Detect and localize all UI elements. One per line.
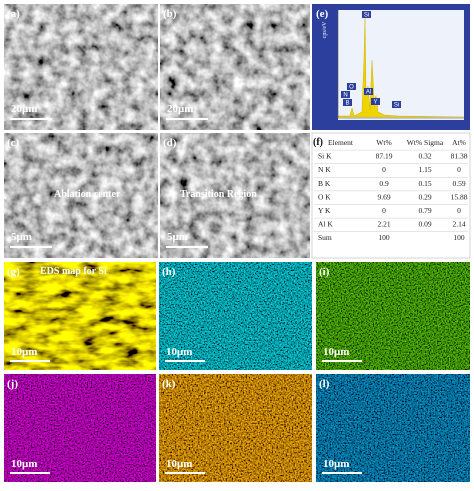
panel-caption: Ablation center <box>54 189 121 200</box>
peak-labels: Si ONB AlY Si <box>341 11 401 109</box>
peak-label-box <box>392 101 401 108</box>
peak-label-box <box>364 88 373 95</box>
peak-label-box <box>347 83 356 90</box>
peak-label: Si <box>394 103 399 109</box>
panel-label: (f) <box>313 137 323 148</box>
table-header: At% <box>452 138 466 147</box>
image-panels: (a) 20μm (b) 20μm (c) 5μm Ablation center (d) 5μ… <box>4 4 470 482</box>
image-panel: (j) 10μm <box>4 374 156 482</box>
scale-bar-label: 5μm <box>11 231 32 243</box>
panel-image <box>160 4 310 130</box>
panel-label: (k) <box>162 378 176 390</box>
panel-image <box>159 374 312 482</box>
table-cell: Al K <box>318 220 333 229</box>
table-cell: 1.15 <box>418 165 431 174</box>
image-panel: (g) 10μm EDS map for Si <box>4 262 156 370</box>
image-panel: (b) 20μm <box>160 4 310 130</box>
image-panel: (i) 10μm <box>316 262 470 370</box>
table-header: Wt% <box>376 138 391 147</box>
panel-image <box>316 262 470 370</box>
panel-caption: Transition Region <box>180 189 257 200</box>
peak-label: Y <box>373 100 377 106</box>
table-cell: 100 <box>378 233 390 242</box>
table-cell: 0.09 <box>418 220 431 229</box>
panel-image <box>316 374 470 482</box>
scale-bar-label: 5μm <box>167 231 188 243</box>
image-panel: (c) 5μm Ablation center <box>4 133 158 258</box>
peak-label: O <box>349 85 354 91</box>
peak-label-box <box>341 91 350 98</box>
panel-label: (g) <box>7 266 20 278</box>
peak-label-box <box>343 99 352 106</box>
scale-bar-label: 10μm <box>323 346 349 358</box>
composition-table: (f) Element Wt% Wt% Sigma At% Si K 87.19 0.32 8… <box>311 132 471 259</box>
panel-label: (d) <box>163 137 177 149</box>
panel-image <box>4 133 158 258</box>
scale-bar-label: 10μm <box>11 346 37 358</box>
table-cell: 0 <box>382 165 386 174</box>
spectrum-y-axis-label: cps/eV <box>322 21 328 38</box>
table-cell: 87.19 <box>376 152 393 161</box>
image-panel: (h) 10μm <box>159 262 312 370</box>
table-cell: Si K <box>318 152 332 161</box>
peak-label: Si <box>364 13 369 19</box>
image-panel: (l) 10μm <box>316 374 470 482</box>
table-cell: 9.69 <box>377 192 390 201</box>
table-cell: 0 <box>457 165 461 174</box>
panel-label: (l) <box>319 378 330 390</box>
panel-image <box>159 262 312 370</box>
panel-image <box>4 262 156 370</box>
table-header: Wt% Sigma <box>407 138 444 147</box>
scale-bar-label: 10μm <box>323 458 349 470</box>
panel-label: (b) <box>163 8 177 20</box>
scale-bar-label: 10μm <box>11 458 37 470</box>
peak-label: B <box>345 101 349 107</box>
table-cell: 0 <box>457 206 461 215</box>
spectrum-panel: cps/eV (e) Si ONB AlY Si <box>312 4 470 130</box>
panel-label: (j) <box>7 378 18 390</box>
panel-image <box>160 133 310 258</box>
image-panel: (k) 10μm <box>159 374 312 482</box>
table-cell: 15.88 <box>451 192 468 201</box>
peak-label-box <box>362 11 371 18</box>
panel-label: (i) <box>319 266 330 278</box>
table-cell: 0.79 <box>418 206 431 215</box>
table-cell: 0.32 <box>418 152 431 161</box>
table-cell: N K <box>318 165 331 174</box>
table-cell: 0.15 <box>418 179 431 188</box>
image-panel: (d) 5μm Transition Region <box>160 133 310 258</box>
panel-image <box>4 4 158 130</box>
peak-label-box <box>371 98 380 105</box>
table-cell: O K <box>318 192 331 201</box>
spectrum-peaks <box>337 17 465 118</box>
table-cell: B K <box>318 179 331 188</box>
image-panel: (a) 20μm <box>4 4 158 130</box>
table-frame <box>311 132 471 259</box>
table-cell: 0.59 <box>452 179 465 188</box>
table-cell: 0.29 <box>418 192 431 201</box>
scale-bar-label: 10μm <box>166 458 192 470</box>
table-cell: Y K <box>318 206 331 215</box>
scale-bar-label: 10μm <box>166 346 192 358</box>
peak-label: Al <box>366 90 371 96</box>
panel-label: (e) <box>316 8 329 20</box>
panel-image <box>4 374 156 482</box>
scale-bar-label: 20μm <box>11 103 37 115</box>
table-cell: 2.21 <box>377 220 390 229</box>
table-cell: 2.14 <box>452 220 465 229</box>
peak-label: N <box>343 93 347 99</box>
table-cell: 0 <box>382 206 386 215</box>
table-header: Element <box>328 138 354 147</box>
scale-bar-label: 20μm <box>167 103 193 115</box>
panel-caption: EDS map for Si <box>40 266 107 277</box>
table-cell: 0.9 <box>379 179 389 188</box>
table-cell: Sum <box>318 233 332 242</box>
panel-label: (c) <box>7 137 20 149</box>
table-cell: 100 <box>453 233 465 242</box>
panel-label: (h) <box>162 266 176 278</box>
table-cell: 81.38 <box>451 152 468 161</box>
panel-label: (a) <box>7 8 20 20</box>
